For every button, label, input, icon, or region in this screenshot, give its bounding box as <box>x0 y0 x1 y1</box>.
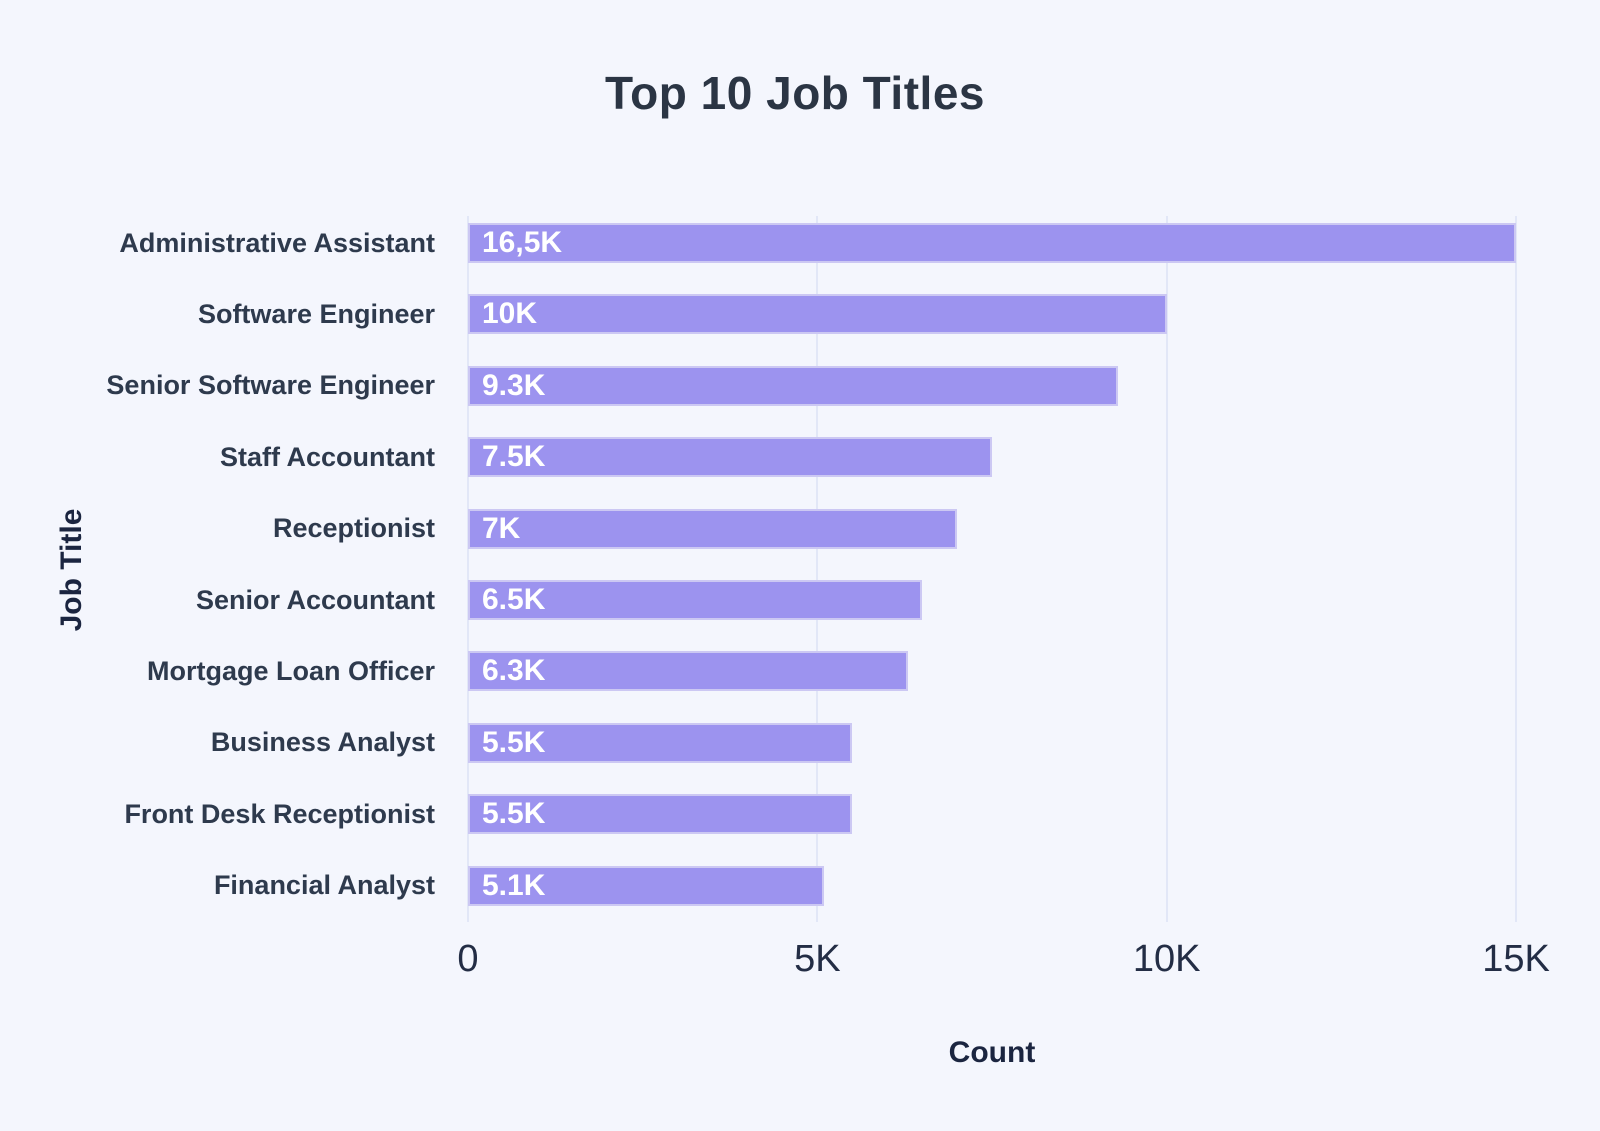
bar: 6.5K <box>468 580 923 620</box>
bar-value-label: 5.5K <box>482 725 546 759</box>
bar: 6.3K <box>468 651 909 692</box>
gridline-15K <box>1515 216 1517 922</box>
category-label: Business Analyst <box>210 727 435 758</box>
category-label: Software Engineer <box>197 298 435 329</box>
bar-row: Senior Software Engineer 9.3K <box>0 365 1516 406</box>
bar-track: 5.1K <box>468 865 1516 906</box>
bar: 5.5K <box>468 794 853 835</box>
x-axis-title: Count <box>948 1036 1036 1069</box>
bar: 9.3K <box>468 365 1118 406</box>
bar-value-label: 9.3K <box>482 368 546 402</box>
bar-value-label: 6.5K <box>482 583 546 616</box>
bar-row: Financial Analyst 5.1K <box>0 865 1516 906</box>
bar-row: Software Engineer 10K <box>0 294 1516 335</box>
category-label: Senior Software Engineer <box>106 370 435 401</box>
category-label: Senior Accountant <box>195 584 435 615</box>
x-tick-5K: 5K <box>794 938 841 980</box>
bar-track: 10K <box>468 294 1516 335</box>
bar-track: 5.5K <box>468 722 1516 763</box>
bar: 7.5K <box>468 437 992 478</box>
bar-row: Mortgage Loan Officer 6.3K <box>0 651 1516 692</box>
bar: 16,5K <box>468 223 1516 263</box>
x-tick-15K: 15K <box>1482 938 1550 980</box>
chart-title: Top 10 Job Titles <box>605 67 985 119</box>
bar-track: 5.5K <box>468 794 1516 835</box>
x-tick-0: 0 <box>457 938 479 980</box>
bar-track: 9.3K <box>468 365 1516 406</box>
bar-value-label: 7.5K <box>482 440 546 474</box>
bar-track: 7K <box>468 508 1516 549</box>
bar: 7K <box>468 508 958 549</box>
bar-track: 6.5K <box>468 580 1516 620</box>
bar-row: Business Analyst 5.5K <box>0 722 1516 763</box>
bar-value-label: 16,5K <box>482 226 563 259</box>
gridline-0 <box>467 216 469 922</box>
bar-row: Front Desk Receptionist 5.5K <box>0 794 1516 835</box>
bar: 10K <box>468 294 1167 335</box>
bar-rows: Administrative Assistant 16,5K Software … <box>0 216 1516 922</box>
bar-value-label: 5.1K <box>482 868 546 902</box>
bar-value-label: 10K <box>482 297 538 331</box>
bar-value-label: 7K <box>482 511 521 545</box>
x-tick-10K: 10K <box>1132 938 1201 980</box>
gridline-5K <box>816 216 819 922</box>
bar-row: Receptionist 7K <box>0 508 1516 549</box>
bar-row: Senior Accountant 6.5K <box>0 580 1516 620</box>
category-label: Staff Accountant <box>220 441 435 472</box>
category-label: Receptionist <box>272 513 435 544</box>
plot-area <box>467 216 1517 922</box>
bar-track: 7.5K <box>468 437 1516 478</box>
category-label: Front Desk Receptionist <box>124 798 435 829</box>
category-label: Financial Analyst <box>213 870 435 901</box>
bar-track: 6.3K <box>468 651 1516 692</box>
bar-value-label: 6.3K <box>482 654 546 688</box>
bar-row: Staff Accountant 7.5K <box>0 437 1516 478</box>
category-label: Administrative Assistant <box>119 227 435 258</box>
bar: 5.5K <box>468 722 853 763</box>
x-axis-ticks: 0 5K 10K 15K <box>457 930 1549 990</box>
bar-track: 16,5K <box>468 223 1516 263</box>
bar-value-label: 5.5K <box>482 797 546 831</box>
gridline-10K <box>1165 216 1168 922</box>
bar-row: Administrative Assistant 16,5K <box>0 223 1516 263</box>
category-label: Mortgage Loan Officer <box>146 655 435 686</box>
bar: 5.1K <box>468 865 825 906</box>
